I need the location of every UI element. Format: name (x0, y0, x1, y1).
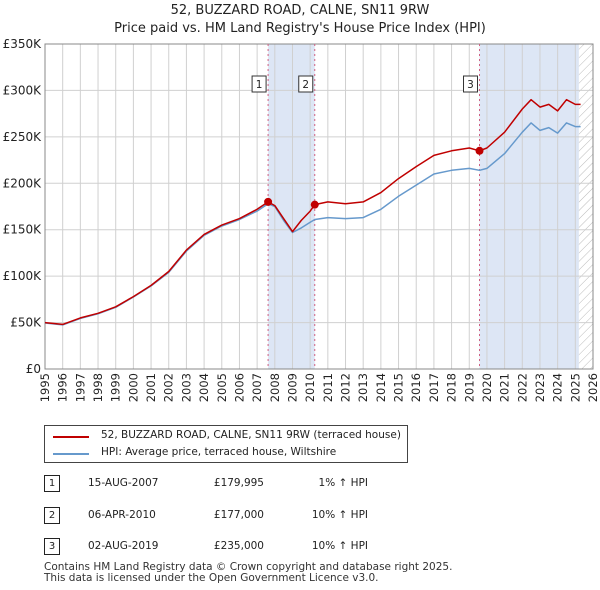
y-tick-label: £200K (3, 176, 43, 190)
sale-marker-box: 1 (44, 475, 60, 492)
footer-copyright: Contains HM Land Registry data © Crown c… (44, 561, 453, 573)
sale-row: 2 06-APR-2010 £177,000 10% ↑ HPI (44, 507, 444, 527)
sale-point (264, 197, 273, 206)
x-tick-label: 2015 (392, 373, 406, 402)
x-tick-label: 2017 (427, 373, 441, 402)
sale-row: 1 15-AUG-2007 £179,995 1% ↑ HPI (44, 475, 444, 495)
sale-label-box (298, 75, 314, 93)
sale-label-box (251, 75, 267, 93)
x-tick-label: 2008 (268, 373, 282, 402)
x-tick-label: 2023 (533, 373, 547, 402)
y-tick-label: £0 (26, 362, 41, 376)
y-tick-label: £100K (3, 269, 43, 283)
future-hatch (578, 44, 593, 369)
x-tick-label: 2007 (250, 373, 264, 402)
x-tick-label: 2016 (409, 373, 423, 402)
sale-price: £179,995 (213, 477, 264, 489)
x-tick-label: 2024 (551, 373, 565, 402)
x-tick-label: 2022 (515, 373, 529, 402)
sale-price: £177,000 (213, 509, 264, 521)
sale-price: £235,000 (213, 540, 264, 552)
chart-subtitle: Price paid vs. HM Land Registry's House … (114, 21, 486, 36)
x-tick-label: 1998 (91, 373, 105, 402)
x-tick-label: 2005 (215, 373, 229, 402)
price-chart: £0 £50K £100K £150K £200K £250K £300K £350K 1995… (3, 37, 600, 402)
legend: 52, BUZZARD ROAD, CALNE, SN11 9RW (terra… (44, 425, 408, 463)
x-tick-label: 2013 (356, 373, 370, 402)
x-tick-label: 2014 (374, 373, 388, 402)
sale-marker-box: 2 (44, 507, 60, 524)
sale-hpi-change: 10% ↑ HPI (311, 509, 368, 521)
y-tick-label: £350K (3, 37, 43, 51)
x-tick-label: 2018 (445, 373, 459, 402)
x-tick-label: 2002 (162, 373, 176, 402)
sale-point (475, 146, 484, 155)
sale-date: 02-AUG-2019 (88, 540, 159, 552)
x-tick-label: 2012 (339, 373, 353, 402)
sale-date: 06-APR-2010 (88, 509, 156, 521)
legend-hpi-label: HPI: Average price, terraced house, Wilt… (101, 446, 337, 458)
x-tick-label: 2006 (232, 373, 246, 402)
plot-border (44, 43, 594, 370)
sale-label: 3 (467, 79, 474, 91)
sale-label: 1 (256, 79, 263, 91)
legend-price-swatch (53, 436, 89, 438)
x-tick-label: 2026 (586, 373, 600, 402)
sale-marker-box: 3 (44, 538, 60, 555)
x-tick-label: 2004 (197, 373, 211, 402)
sale-row: 3 02-AUG-2019 £235,000 10% ↑ HPI (44, 538, 444, 558)
chart-title: 52, BUZZARD ROAD, CALNE, SN11 9RW (170, 3, 430, 18)
x-tick-label: 2003 (179, 373, 193, 402)
sale-hpi-change: 1% ↑ HPI (318, 477, 368, 489)
legend-price-label: 52, BUZZARD ROAD, CALNE, SN11 9RW (terra… (101, 429, 401, 441)
x-tick-label: 2010 (303, 373, 317, 402)
x-tick-label: 1995 (38, 373, 52, 402)
x-tick-label: 2011 (321, 373, 335, 402)
legend-hpi-swatch (53, 453, 89, 455)
x-tick-label: 2001 (144, 373, 158, 402)
sale-date: 15-AUG-2007 (88, 477, 159, 489)
x-tick-label: 2021 (498, 373, 512, 402)
sale-hpi-change: 10% ↑ HPI (311, 540, 368, 552)
sale-label-box (463, 75, 479, 93)
x-tick-label: 1999 (109, 373, 123, 402)
sale-label: 2 (302, 79, 309, 91)
footer: Contains HM Land Registry data © Crown c… (44, 562, 452, 584)
x-tick-label: 2009 (285, 373, 299, 402)
price-line (44, 98, 581, 326)
x-tick-label: 2020 (480, 373, 494, 402)
sale-point (310, 200, 319, 209)
y-tick-label: £250K (3, 130, 43, 144)
shaded-period (479, 44, 579, 369)
y-tick-label: £300K (3, 83, 43, 97)
x-tick-label: 1997 (73, 373, 87, 402)
x-tick-label: 2019 (462, 373, 476, 402)
x-tick-label: 2000 (126, 373, 140, 402)
footer-licence: This data is licensed under the Open Gov… (44, 572, 379, 584)
x-tick-label: 2025 (568, 373, 582, 402)
x-tick-label: 1996 (56, 373, 70, 402)
y-tick-label: £50K (10, 316, 42, 330)
y-tick-label: £150K (3, 223, 43, 237)
